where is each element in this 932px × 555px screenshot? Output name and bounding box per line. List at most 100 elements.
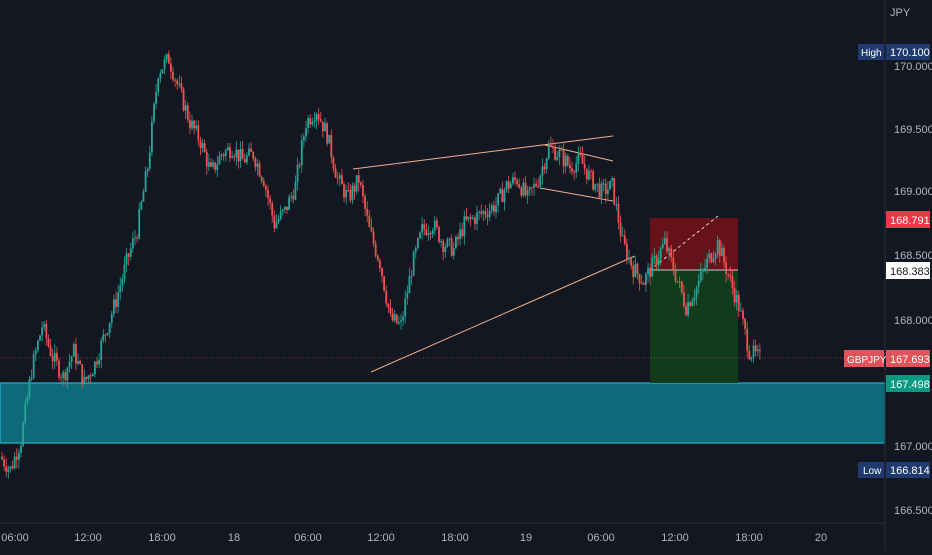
current-price-bg — [886, 350, 930, 367]
candle-body — [3, 459, 6, 467]
candle-body — [201, 143, 204, 148]
candle-body — [180, 83, 183, 89]
candle-body — [347, 190, 350, 192]
candle-body — [625, 243, 628, 260]
candle-body — [77, 360, 79, 364]
low-tag: Low — [863, 466, 882, 477]
candle-body — [507, 181, 510, 189]
y-tick-label: 170.000 — [894, 61, 932, 73]
candle-body — [24, 403, 27, 424]
candle-series — [1, 50, 761, 479]
candle-body — [207, 162, 210, 167]
candle-body — [613, 178, 616, 205]
candle-body — [687, 302, 690, 316]
candle-body — [526, 189, 529, 196]
candle-body — [144, 171, 147, 192]
candle-body — [262, 180, 265, 187]
high-value: 170.100 — [890, 47, 930, 59]
candle-body — [704, 267, 706, 270]
candle-body — [680, 281, 683, 293]
wedge-pattern[interactable] — [352, 135, 636, 373]
candle-body — [273, 215, 276, 229]
candle-body — [351, 185, 354, 201]
candle-body — [338, 175, 341, 179]
candle-body — [699, 271, 702, 281]
candle-body — [501, 188, 504, 203]
candle-body — [214, 162, 217, 171]
candle-body — [619, 222, 622, 236]
candle-body — [11, 466, 14, 469]
candle-body — [222, 154, 225, 157]
short-position-tool[interactable] — [649, 215, 738, 383]
x-tick-label: 06:00 — [1, 532, 29, 544]
stop-price-bg — [886, 211, 930, 228]
demand-zone[interactable] — [0, 382, 886, 444]
candle-body — [630, 257, 633, 266]
candle-body — [649, 268, 652, 277]
candle-body — [642, 283, 645, 285]
candle-body — [311, 121, 314, 125]
candle-body — [592, 171, 595, 190]
candle-body — [305, 128, 307, 137]
candle-body — [319, 119, 322, 122]
candle-body — [668, 248, 671, 252]
candle-body — [518, 184, 521, 188]
candle-body — [330, 134, 333, 158]
symbol-tag: GBPJPY — [847, 355, 887, 366]
candle-body — [511, 177, 514, 184]
candle-body — [750, 357, 753, 360]
candle-body — [583, 164, 586, 169]
candle-body — [566, 155, 569, 165]
candle-body — [188, 119, 191, 129]
candle-body — [157, 78, 160, 92]
candle-body — [733, 287, 736, 303]
x-tick-label: 06:00 — [587, 532, 615, 544]
candle-body — [30, 377, 33, 380]
candle-body — [636, 263, 639, 275]
candle-body — [58, 360, 60, 378]
candle-body — [725, 262, 728, 274]
candle-body — [708, 253, 711, 259]
candle-body — [499, 188, 502, 194]
candle-body — [560, 149, 563, 151]
candle-body — [279, 211, 282, 219]
candle-body — [682, 292, 685, 306]
candle-body — [706, 258, 709, 268]
candle-body — [737, 294, 740, 312]
candle-body — [575, 163, 578, 173]
candle-body — [573, 171, 576, 173]
candle-body — [254, 158, 257, 167]
candle-body — [657, 258, 660, 265]
x-tick-label: 18:00 — [148, 532, 176, 544]
candle-body — [302, 136, 305, 141]
candle-body — [267, 189, 269, 198]
candle-body — [309, 118, 312, 125]
candle-body — [184, 105, 187, 111]
x-tick-label: 12:00 — [367, 532, 395, 544]
candle-body — [26, 397, 29, 404]
candle-body — [421, 224, 424, 233]
candle-body — [131, 238, 134, 249]
candle-body — [581, 154, 584, 165]
candle-body — [239, 149, 242, 162]
candle-body — [104, 334, 107, 336]
candle-body — [524, 182, 527, 196]
candle-body — [387, 303, 390, 308]
candle-body — [651, 257, 654, 277]
candle-body — [357, 175, 360, 183]
candle-body — [326, 123, 329, 144]
candle-body — [465, 216, 468, 220]
candle-body — [533, 183, 535, 188]
candle-body — [653, 255, 656, 258]
candle-body — [218, 155, 221, 165]
candle-body — [72, 344, 75, 357]
candle-body — [324, 123, 326, 132]
candle-body — [5, 466, 8, 472]
candle-body — [454, 236, 457, 248]
candle-body — [450, 238, 453, 256]
candle-body — [731, 276, 734, 288]
x-tick-label: 18 — [228, 532, 240, 544]
candle-body — [720, 248, 723, 256]
